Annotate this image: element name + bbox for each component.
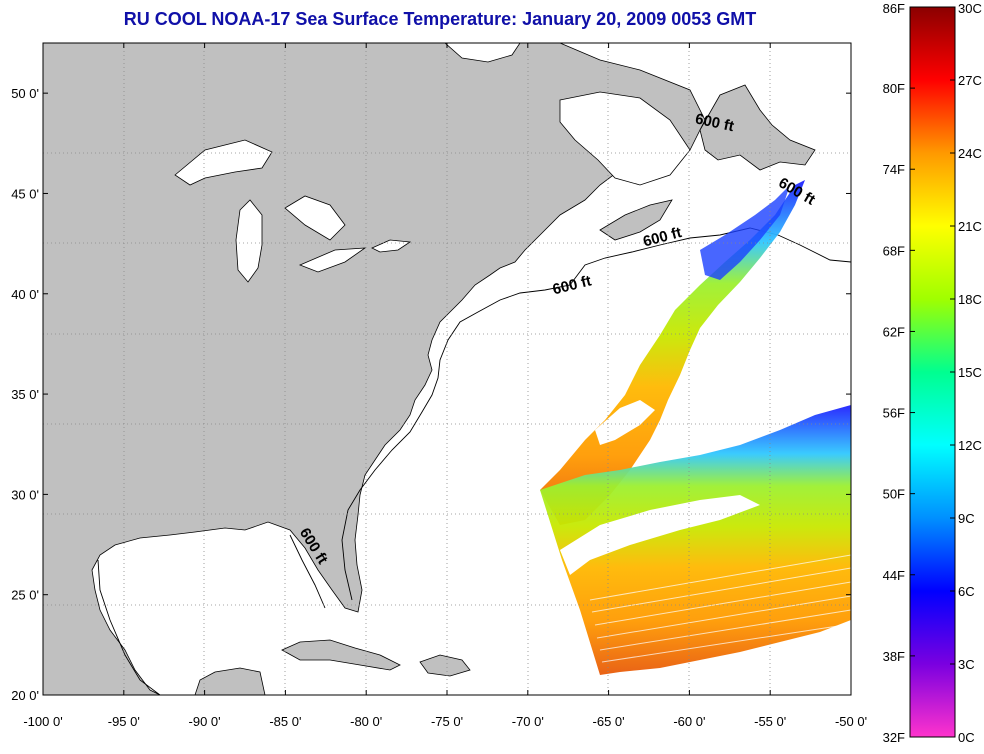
colorbar-f-label: 44F — [883, 568, 905, 583]
x-tick-label: -65 0' — [593, 714, 625, 729]
cloud-gaps — [560, 398, 800, 575]
y-tick-label: 50 0' — [11, 86, 39, 101]
colorbar-c-label: 15C — [958, 365, 982, 380]
colorbar-f-label: 68F — [883, 243, 905, 258]
cold-water-patch — [700, 185, 790, 280]
colorbar-c-label: 0C — [958, 730, 975, 745]
x-tick-label: -100 0' — [23, 714, 62, 729]
x-tick-label: -85 0' — [269, 714, 301, 729]
x-tick-label: -75 0' — [431, 714, 463, 729]
land-north-america — [43, 43, 706, 695]
colorbar-c-label: 21C — [958, 219, 982, 234]
colorbar-f-label: 38F — [883, 649, 905, 664]
y-tick-label: 45 0' — [11, 186, 39, 201]
colorbar-f-label: 80F — [883, 81, 905, 96]
colorbar-c-label: 9C — [958, 511, 975, 526]
colorbar-c-label: 12C — [958, 438, 982, 453]
hudson-bay — [444, 43, 521, 63]
colorbar: 86F 80F 74F 68F 62F 56F 50F 44F 38F 32F 30C 27C 24C… — [883, 1, 982, 745]
x-tick-label: -90 0' — [189, 714, 221, 729]
x-tick-label: -55 0' — [754, 714, 786, 729]
y-axis: 20 0' 25 0' 30 0' 35 0' 40 0' 45 0' 50 0' — [11, 86, 851, 703]
land-newfoundland — [699, 84, 816, 171]
land-hispaniola — [419, 654, 471, 677]
colorbar-f-label: 86F — [883, 1, 905, 16]
x-tick-label: -50 0' — [835, 714, 867, 729]
colorbar-c-label: 24C — [958, 146, 982, 161]
x-tick-label: -95 0' — [108, 714, 140, 729]
colorbar-gradient — [909, 6, 956, 738]
x-tick-label: -60 0' — [673, 714, 705, 729]
gulf-st-lawrence — [559, 91, 691, 186]
y-tick-label: 35 0' — [11, 387, 39, 402]
colorbar-f-label: 56F — [883, 406, 905, 421]
y-tick-label: 20 0' — [11, 688, 39, 703]
contour-600ft — [97, 227, 851, 695]
great-lakes — [174, 139, 412, 283]
graticule — [43, 43, 851, 695]
colorbar-c-label: 3C — [958, 657, 975, 672]
land-cuba — [281, 639, 401, 671]
y-tick-label: 25 0' — [11, 588, 39, 603]
colorbar-c-label: 6C — [958, 584, 975, 599]
colorbar-f-label: 62F — [883, 324, 905, 339]
x-axis: -100 0' -95 0' -90 0' -85 0' -80 0' -75 0' -70… — [23, 43, 867, 729]
map-title: RU COOL NOAA-17 Sea Surface Temperature:… — [123, 9, 757, 29]
colorbar-c-label: 30C — [958, 1, 982, 16]
colorbar-f-label: 50F — [883, 487, 905, 502]
colorbar-c-label: 18C — [958, 292, 982, 307]
y-tick-label: 40 0' — [11, 287, 39, 302]
land-nova-scotia — [599, 199, 673, 241]
colorbar-c-label: 27C — [958, 73, 982, 88]
colorbar-f-label: 74F — [883, 162, 905, 177]
land-yucatan — [194, 667, 266, 695]
x-tick-label: -70 0' — [512, 714, 544, 729]
colorbar-fahrenheit-labels: 86F 80F 74F 68F 62F 56F 50F 44F 38F 32F — [883, 1, 915, 745]
colorbar-f-label: 32F — [883, 730, 905, 745]
x-tick-label: -80 0' — [350, 714, 382, 729]
colorbar-celsius-labels: 30C 27C 24C 21C 18C 15C 12C 9C 6C 3C 0C — [950, 1, 982, 745]
y-tick-label: 30 0' — [11, 487, 39, 502]
